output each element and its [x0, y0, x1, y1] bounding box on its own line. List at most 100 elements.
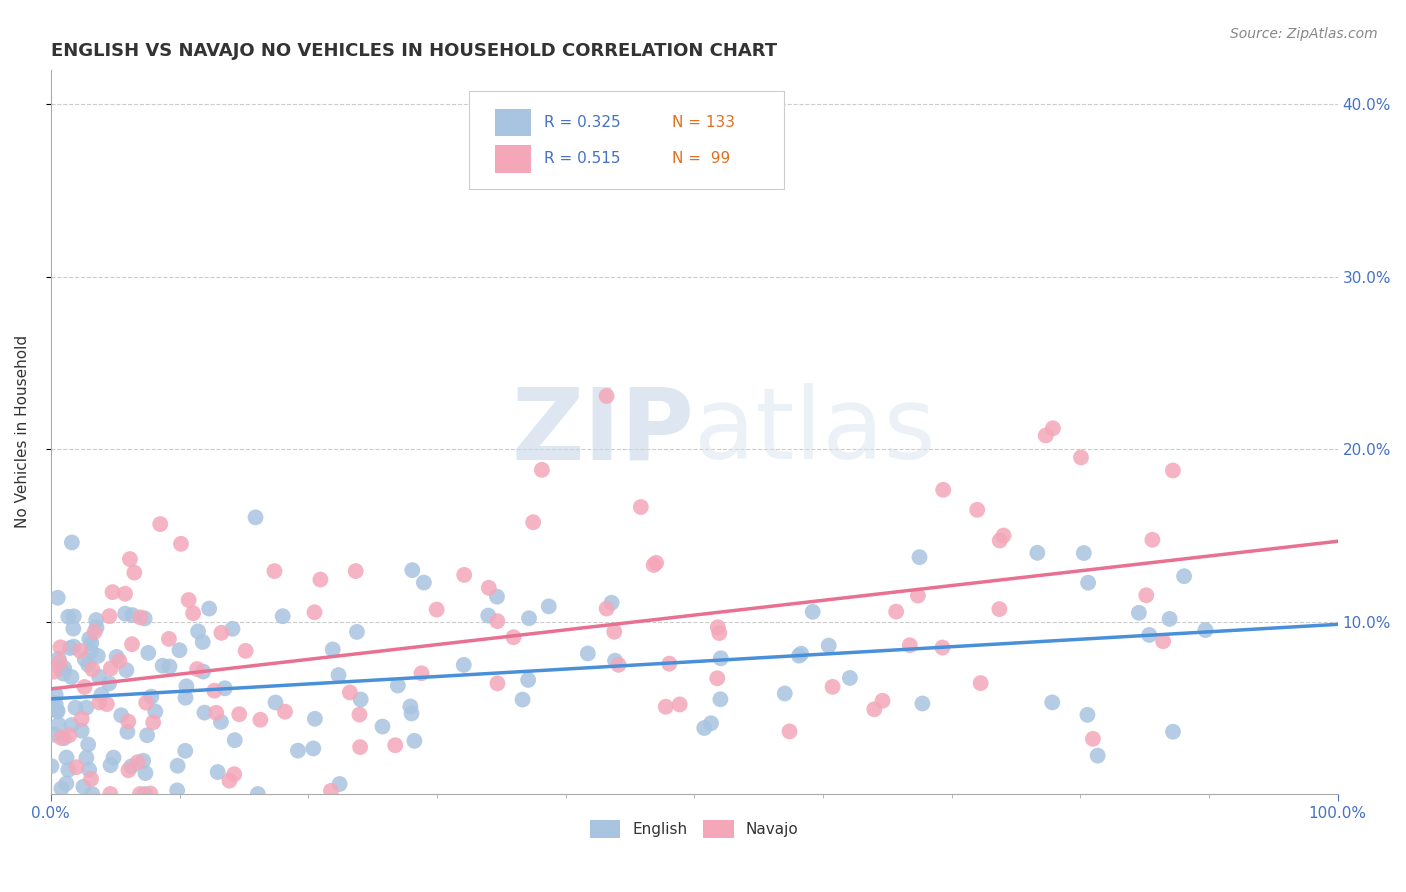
Point	[603, 624, 626, 639]
Point	[82, 787, 104, 801]
Point	[55, 776, 77, 790]
Point	[328, 668, 350, 682]
Point	[53, 661, 76, 675]
Point	[517, 673, 540, 687]
Point	[700, 716, 723, 731]
Point	[139, 787, 162, 801]
Point	[1194, 623, 1216, 637]
Point	[79, 632, 101, 646]
Text: ZIP: ZIP	[512, 384, 695, 480]
Point	[218, 773, 240, 788]
Text: ENGLISH VS NAVAJO NO VEHICLES IN HOUSEHOLD CORRELATION CHART: ENGLISH VS NAVAJO NO VEHICLES IN HOUSEHO…	[51, 42, 778, 60]
Point	[84, 613, 107, 627]
Point	[52, 666, 75, 681]
Point	[988, 533, 1011, 548]
Point	[191, 635, 214, 649]
Point	[174, 744, 197, 758]
Point	[135, 696, 157, 710]
FancyBboxPatch shape	[495, 145, 531, 172]
Point	[136, 646, 159, 660]
Text: R = 0.515: R = 0.515	[544, 152, 620, 166]
Point	[70, 712, 93, 726]
Point	[205, 706, 228, 720]
Point	[96, 697, 118, 711]
Point	[224, 767, 246, 781]
Point	[1087, 748, 1109, 763]
Point	[149, 517, 172, 532]
Point	[224, 733, 246, 747]
Point	[191, 665, 214, 679]
Point	[274, 705, 297, 719]
Point	[46, 704, 69, 718]
Point	[207, 765, 229, 780]
Point	[908, 550, 931, 565]
Point	[988, 602, 1011, 616]
Point	[181, 606, 204, 620]
Point	[1035, 428, 1057, 442]
Point	[80, 636, 103, 650]
Point	[228, 707, 250, 722]
Point	[790, 647, 813, 661]
Point	[630, 500, 652, 514]
Point	[485, 590, 508, 604]
Point	[114, 607, 136, 621]
Point	[157, 632, 180, 646]
Point	[884, 605, 907, 619]
FancyBboxPatch shape	[470, 91, 785, 189]
Point	[932, 483, 955, 497]
Point	[346, 624, 368, 639]
Point	[42, 665, 65, 679]
Point	[387, 679, 409, 693]
Point	[58, 609, 80, 624]
Point	[186, 662, 208, 676]
Point	[512, 692, 534, 706]
Point	[349, 707, 371, 722]
Point	[322, 642, 344, 657]
Point	[177, 593, 200, 607]
Point	[287, 744, 309, 758]
Point	[120, 759, 142, 773]
Point	[911, 697, 934, 711]
Point	[522, 515, 544, 529]
Point	[129, 787, 152, 801]
Point	[221, 622, 243, 636]
Point	[1070, 450, 1092, 465]
Point	[100, 661, 122, 675]
Point	[51, 781, 73, 796]
Point	[60, 670, 83, 684]
Point	[62, 609, 84, 624]
Point	[319, 784, 342, 798]
Point	[517, 611, 540, 625]
Point	[65, 700, 87, 714]
Point	[124, 566, 146, 580]
Point	[75, 700, 97, 714]
Point	[143, 705, 166, 719]
Point	[1161, 463, 1184, 477]
Text: Source: ZipAtlas.com: Source: ZipAtlas.com	[1230, 27, 1378, 41]
Point	[1137, 628, 1160, 642]
Point	[907, 589, 929, 603]
Point	[969, 676, 991, 690]
Point	[89, 695, 111, 709]
Point	[77, 738, 100, 752]
Point	[1128, 606, 1150, 620]
Point	[134, 766, 156, 780]
Point	[1161, 724, 1184, 739]
Point	[658, 657, 681, 671]
Point	[83, 624, 105, 639]
Point	[821, 680, 844, 694]
Point	[863, 702, 886, 716]
Point	[159, 659, 181, 673]
Text: N =  99: N = 99	[672, 152, 731, 166]
Point	[45, 688, 67, 702]
Point	[110, 708, 132, 723]
Point	[371, 720, 394, 734]
Point	[1159, 612, 1181, 626]
Point	[117, 724, 139, 739]
Legend: English, Navajo: English, Navajo	[583, 814, 804, 845]
Point	[304, 712, 326, 726]
Point	[77, 657, 100, 672]
Point	[170, 537, 193, 551]
Point	[302, 741, 325, 756]
Point	[271, 609, 294, 624]
